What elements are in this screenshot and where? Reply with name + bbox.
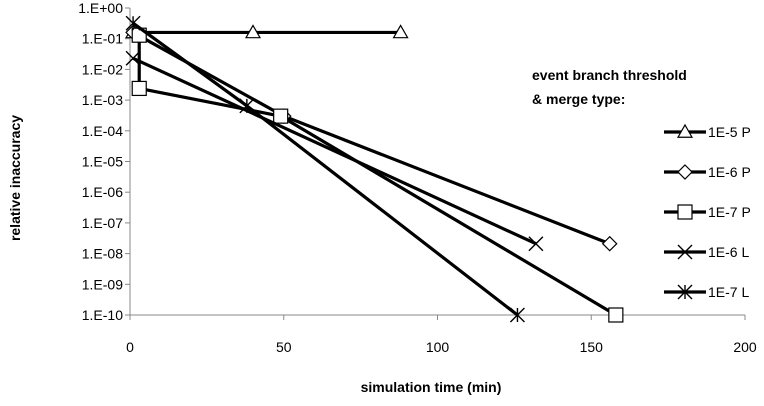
y-tick-label: 1.E-01 <box>82 31 123 47</box>
y-tick-label: 1.E-10 <box>82 307 123 323</box>
data-point <box>528 236 544 252</box>
legend-item: 1E-7 L <box>664 284 749 300</box>
series-line <box>132 56 537 246</box>
series-1e-6-p <box>125 24 618 252</box>
data-point <box>509 307 525 323</box>
legend-item: 1E-6 P <box>664 164 751 180</box>
x-tick-label: 150 <box>580 339 604 355</box>
y-tick-label: 1.E-05 <box>82 154 123 170</box>
y-tick-label: 1.E-02 <box>82 61 123 77</box>
y-tick-label: 1.E-09 <box>82 276 123 292</box>
data-point <box>125 50 141 66</box>
series-1e-5-p <box>125 24 409 39</box>
data-point <box>125 15 141 31</box>
legend-title: & merge type: <box>532 91 625 107</box>
y-tick-label: 1.E+00 <box>78 0 123 16</box>
y-axis-title: relative inaccuracy <box>7 115 23 241</box>
y-tick-label: 1.E-06 <box>82 184 123 200</box>
legend-marker <box>677 284 693 300</box>
legend: event branch threshold & merge type: 1E-5 … <box>532 67 751 300</box>
y-tick-label: 1.E-08 <box>82 246 123 262</box>
data-point <box>608 307 624 323</box>
legend-item: 1E-5 P <box>664 123 751 140</box>
legend-label: 1E-6 P <box>708 164 751 180</box>
x-axis-title: simulation time (min) <box>361 379 502 395</box>
legend-marker <box>676 123 694 138</box>
data-point <box>131 80 147 97</box>
series-layer <box>125 15 624 323</box>
legend-item: 1E-6 L <box>664 244 749 260</box>
series-line <box>132 31 611 246</box>
legend-label: 1E-6 L <box>708 244 749 260</box>
legend-title: event branch threshold <box>532 67 687 83</box>
x-tick-label: 0 <box>126 339 134 355</box>
data-point <box>273 108 289 124</box>
legend-label: 1E-5 P <box>708 124 751 140</box>
y-tick-label: 1.E-03 <box>82 92 123 108</box>
legend-label: 1E-7 P <box>708 204 751 220</box>
x-tick-label: 50 <box>276 339 292 355</box>
data-point <box>239 98 255 114</box>
data-point <box>244 24 262 39</box>
legend-marker <box>677 204 693 220</box>
y-tick-label: 1.E-07 <box>82 215 123 231</box>
legend-item: 1E-7 P <box>664 204 751 220</box>
data-point <box>601 235 618 252</box>
legend-marker <box>677 244 693 260</box>
series-1e-6-l <box>125 50 544 252</box>
series-1e-7-l <box>125 15 525 323</box>
x-tick-label: 200 <box>733 339 757 355</box>
data-point <box>392 24 409 39</box>
series-line <box>132 21 519 317</box>
axes: 1.E+00 1.E-01 1.E-02 1.E-03 1.E-04 1.E-05 1.E-… <box>78 0 757 355</box>
legend-marker <box>677 164 693 180</box>
legend-label: 1E-7 L <box>708 284 749 300</box>
y-tick-label: 1.E-04 <box>82 123 123 139</box>
x-tick-label: 100 <box>426 339 450 355</box>
